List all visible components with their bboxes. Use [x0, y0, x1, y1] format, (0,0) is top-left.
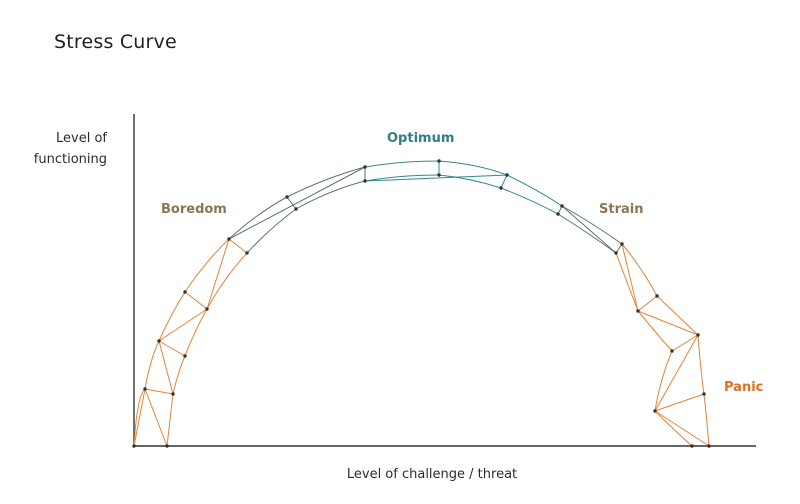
- x-axis-label: Level of challenge / threat: [347, 467, 517, 482]
- mesh-nodes: [132, 159, 711, 448]
- optimum-mesh: [364, 160, 563, 215]
- left-lower-mesh: [133, 238, 248, 447]
- zone-label-optimum: Optimum: [387, 131, 454, 146]
- axes: [133, 114, 756, 447]
- left-upper-mesh: [228, 166, 366, 254]
- zone-label-panic: Panic: [724, 380, 763, 395]
- y-axis-label-line2: functioning: [34, 152, 107, 167]
- page-title: Stress Curve: [54, 31, 177, 53]
- zone-label-boredom: Boredom: [161, 202, 227, 217]
- zone-label-strain: Strain: [599, 202, 643, 217]
- strain-mesh: [557, 205, 623, 254]
- y-axis-label-line1: Level of: [56, 131, 107, 146]
- right-lower-mesh: [615, 243, 710, 447]
